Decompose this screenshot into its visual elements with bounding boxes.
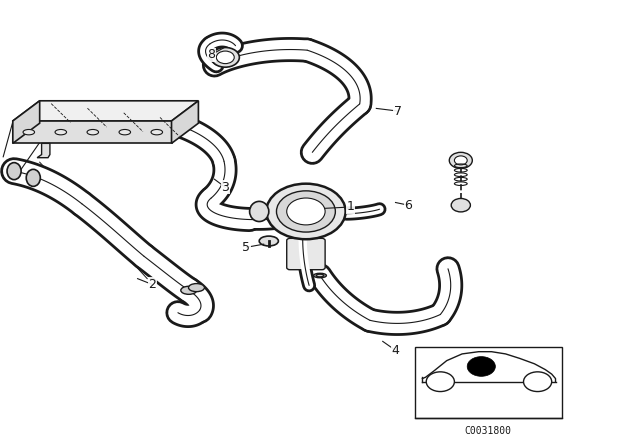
- Polygon shape: [13, 101, 40, 143]
- FancyBboxPatch shape: [287, 238, 325, 270]
- Circle shape: [454, 156, 467, 165]
- Ellipse shape: [55, 129, 67, 135]
- Text: 2: 2: [148, 278, 156, 291]
- Ellipse shape: [87, 129, 99, 135]
- Text: 1: 1: [347, 200, 355, 214]
- Circle shape: [449, 152, 472, 168]
- Ellipse shape: [7, 163, 21, 180]
- Circle shape: [211, 47, 239, 67]
- Text: 5: 5: [243, 241, 250, 254]
- Text: C0031800: C0031800: [465, 426, 512, 435]
- Ellipse shape: [259, 236, 278, 246]
- Polygon shape: [37, 143, 50, 158]
- Ellipse shape: [180, 286, 197, 294]
- Text: 4: 4: [392, 344, 399, 357]
- Circle shape: [276, 191, 335, 232]
- Circle shape: [467, 357, 495, 376]
- Ellipse shape: [188, 284, 205, 292]
- Text: 8: 8: [207, 48, 215, 61]
- Ellipse shape: [250, 201, 269, 221]
- Ellipse shape: [119, 129, 131, 135]
- Ellipse shape: [23, 129, 35, 135]
- Text: 7: 7: [394, 104, 402, 118]
- Circle shape: [524, 372, 552, 392]
- Polygon shape: [13, 101, 198, 121]
- Text: 3: 3: [221, 181, 229, 194]
- Circle shape: [266, 184, 346, 239]
- Polygon shape: [172, 101, 198, 143]
- Ellipse shape: [26, 169, 40, 186]
- Text: 6: 6: [404, 198, 412, 212]
- Polygon shape: [13, 121, 172, 143]
- Ellipse shape: [314, 273, 326, 278]
- Ellipse shape: [316, 274, 324, 277]
- Bar: [415, 347, 562, 418]
- Circle shape: [287, 198, 325, 225]
- Circle shape: [451, 198, 470, 212]
- Circle shape: [426, 372, 454, 392]
- Circle shape: [216, 51, 234, 64]
- Ellipse shape: [151, 129, 163, 135]
